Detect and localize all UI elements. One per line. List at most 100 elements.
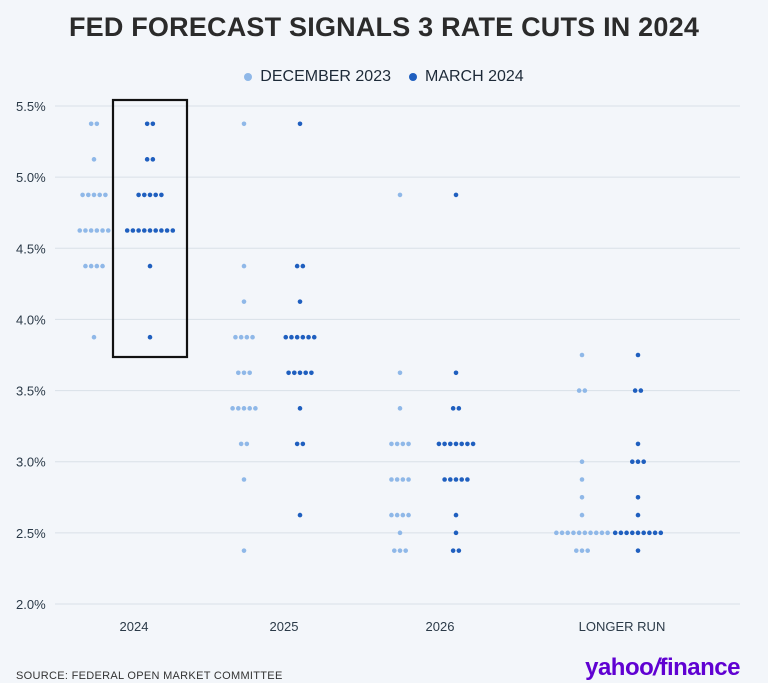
- dot-point: [658, 530, 664, 536]
- dot-point: [306, 334, 311, 340]
- dot-point: [647, 530, 652, 536]
- dot-point: [635, 441, 641, 447]
- dot-point: [397, 192, 403, 198]
- dot-point: [470, 441, 476, 447]
- dot-point: [153, 192, 158, 198]
- dot-point: [303, 370, 309, 376]
- dot-point: [585, 548, 590, 553]
- dot-point: [453, 530, 459, 536]
- dot-point: [641, 459, 646, 465]
- dot-point: [635, 512, 641, 518]
- dot-point: [236, 370, 241, 376]
- dot-point: [436, 441, 442, 447]
- dot-point: [392, 548, 397, 553]
- dot-point: [389, 512, 394, 518]
- dot-point: [91, 157, 97, 162]
- dot-point: [448, 477, 453, 482]
- legend-item-december-2023: DECEMBER 2023: [244, 68, 391, 86]
- dot-point: [164, 228, 170, 233]
- dot-point: [579, 548, 585, 553]
- dot-point: [400, 512, 406, 518]
- dot-point: [292, 370, 297, 376]
- dot-point: [230, 406, 235, 411]
- dot-point: [147, 192, 153, 198]
- dot-point: [153, 228, 158, 233]
- dot-point: [459, 441, 465, 447]
- dot-point: [83, 263, 88, 269]
- dot-point: [88, 263, 94, 269]
- brand-finance: finance: [659, 654, 740, 681]
- dot-point: [150, 157, 156, 162]
- dot-point: [450, 548, 456, 553]
- dot-point: [241, 263, 247, 269]
- dot-point: [241, 299, 247, 304]
- dot-point: [641, 530, 646, 536]
- dot-point: [453, 512, 459, 518]
- dot-point: [241, 477, 247, 482]
- dot-point: [238, 441, 244, 447]
- dot-point: [88, 228, 94, 233]
- dot-point: [397, 548, 403, 553]
- dot-point: [136, 228, 141, 233]
- dot-point: [453, 441, 459, 447]
- dot-point: [632, 388, 638, 393]
- dot-point: [635, 459, 641, 465]
- dot-point: [605, 530, 610, 536]
- dot-point: [147, 334, 153, 340]
- dot-point: [394, 441, 400, 447]
- dot-point: [554, 530, 559, 536]
- dot-point: [289, 334, 294, 340]
- dot-point: [250, 334, 255, 340]
- dot-point: [147, 263, 153, 269]
- source-note: SOURCE: FEDERAL OPEN MARKET COMMITTEE: [16, 670, 283, 682]
- dot-point: [576, 388, 582, 393]
- dot-point: [582, 530, 588, 536]
- dot-point: [459, 477, 465, 482]
- dot-point: [453, 477, 459, 482]
- dot-point: [253, 406, 258, 411]
- dot-point: [638, 388, 644, 393]
- dot-point: [579, 477, 585, 482]
- dot-point: [238, 334, 244, 340]
- dot-point: [91, 334, 97, 340]
- dot-point: [80, 192, 85, 198]
- dot-point: [142, 192, 147, 198]
- dot-point: [652, 530, 658, 536]
- dot-point: [297, 121, 303, 127]
- dot-point: [593, 530, 599, 536]
- dot-point: [244, 334, 250, 340]
- dot-point: [630, 530, 635, 536]
- dot-point: [97, 192, 102, 198]
- dot-point: [300, 441, 306, 447]
- y-tick-label: 5.0%: [16, 170, 46, 185]
- dot-point: [86, 192, 91, 198]
- dot-point: [83, 228, 88, 233]
- y-tick-label: 2.5%: [16, 526, 46, 541]
- dot-point: [576, 530, 582, 536]
- y-tick-label: 4.0%: [16, 312, 46, 327]
- dot-point: [283, 334, 289, 340]
- brand-yahoo: yahoo: [585, 654, 654, 681]
- dot-point: [389, 441, 394, 447]
- legend-label-march-2024: MARCH 2024: [425, 68, 524, 85]
- dot-point: [311, 334, 317, 340]
- dot-point: [618, 530, 624, 536]
- dot-point: [397, 530, 403, 536]
- dot-point: [442, 441, 447, 447]
- dot-point: [406, 441, 411, 447]
- legend-dot-march-2024: [409, 73, 417, 81]
- dot-point: [630, 459, 635, 465]
- dot-point: [599, 530, 605, 536]
- dot-point: [574, 548, 579, 553]
- dot-point: [394, 477, 400, 482]
- dot-point: [582, 388, 588, 393]
- dot-point: [144, 121, 150, 127]
- dot-point: [394, 512, 400, 518]
- dot-point: [588, 530, 593, 536]
- dot-point: [130, 228, 136, 233]
- dot-point: [309, 370, 314, 376]
- dot-point: [294, 334, 300, 340]
- dot-point: [465, 477, 470, 482]
- dot-point: [300, 334, 306, 340]
